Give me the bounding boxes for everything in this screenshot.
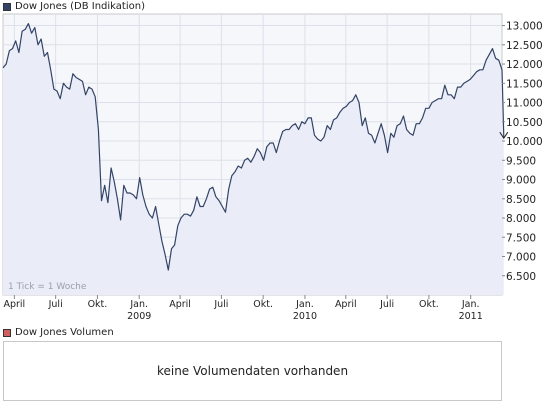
x-tick-label: April — [3, 299, 25, 310]
x-tick-label: Okt. — [88, 299, 108, 310]
legend-title: Dow Jones (DB Indikation) — [15, 1, 145, 12]
volume-legend-swatch — [3, 329, 11, 337]
x-year-label: 2011 — [459, 311, 483, 322]
y-tick-label: 10.500 — [506, 117, 543, 129]
x-year-label: 2009 — [127, 311, 151, 322]
y-tick-label: 9.500 — [506, 155, 536, 167]
legend-swatch — [3, 3, 11, 11]
x-tick-label: April — [335, 299, 357, 310]
x-tick-label: Okt. — [253, 299, 273, 310]
last-value-marker — [499, 131, 509, 140]
y-tick-label: 7.500 — [506, 232, 536, 244]
y-tick-label: 13.000 — [506, 21, 543, 33]
x-tick-label: Jan. — [461, 299, 480, 310]
price-area — [3, 23, 504, 295]
x-year-label: 2010 — [293, 311, 317, 322]
y-tick-label: 11.000 — [506, 98, 543, 110]
x-tick-label: Jan. — [129, 299, 148, 310]
y-tick-label: 6.500 — [506, 271, 536, 283]
last-value-arrow — [499, 131, 509, 140]
volume-legend: Dow Jones Volumen — [3, 327, 114, 339]
x-tick-label: Juli — [213, 299, 228, 310]
x-tick-label: April — [169, 299, 191, 310]
y-tick-label: 9.000 — [506, 175, 536, 187]
volume-empty-message: keine Volumendaten vorhanden — [156, 364, 349, 378]
chart-legend: Dow Jones (DB Indikation) — [3, 1, 145, 13]
y-tick-label: 12.000 — [506, 59, 543, 71]
price-chart: 6.500 7.000 7.500 8.000 8.500 9.000 9.500 10.00… — [2, 13, 543, 322]
y-tick-label: 8.000 — [506, 213, 536, 225]
y-tick-label: 10.000 — [506, 136, 543, 148]
x-tick-label: Okt. — [419, 299, 439, 310]
y-tick-label: 12.500 — [506, 40, 543, 52]
price-line — [2, 23, 505, 271]
y-tick-label: 11.500 — [506, 78, 543, 90]
y-tick-label: 8.500 — [506, 194, 536, 206]
volume-legend-title: Dow Jones Volumen — [15, 327, 114, 338]
y-tick-label: 7.000 — [506, 252, 536, 264]
x-tick-label: Juli — [48, 299, 63, 310]
x-tick-label: Jan. — [295, 299, 314, 310]
y-axis: 6.500 7.000 7.500 8.000 8.500 9.000 9.500 10.00… — [502, 21, 543, 283]
x-tick-label: Juli — [379, 299, 394, 310]
tick-annotation: 1 Tick = 1 Woche — [8, 282, 87, 292]
volume-panel: keine Volumendaten vorhanden — [3, 341, 502, 401]
